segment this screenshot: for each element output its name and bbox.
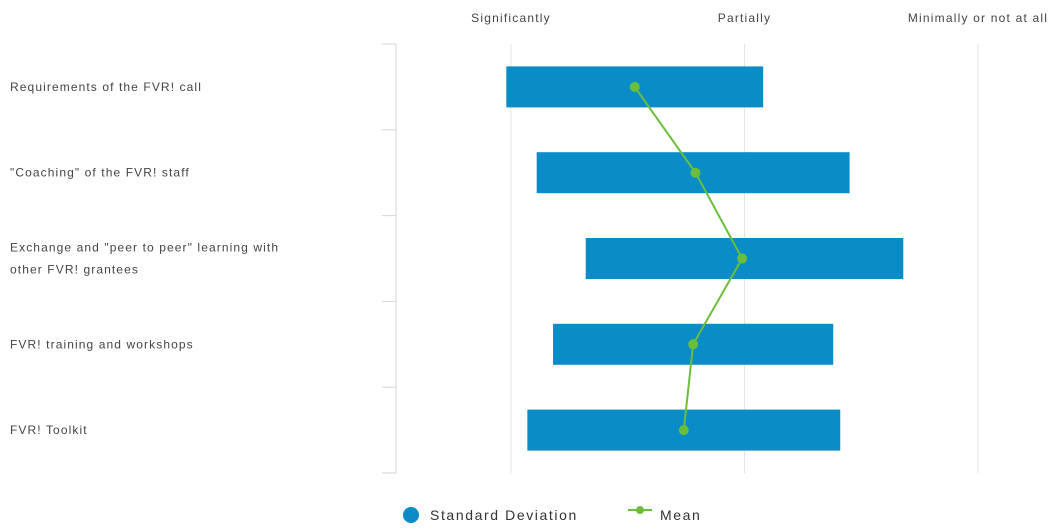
category-label-5: FVR! Toolkit bbox=[10, 423, 88, 437]
mean-point-4 bbox=[688, 339, 699, 350]
x-tick-label-1: Significantly bbox=[471, 11, 551, 25]
legend-sd-marker bbox=[403, 507, 419, 523]
legend-mean-marker bbox=[636, 506, 644, 514]
legend[interactable]: Standard Deviation Mean bbox=[403, 506, 701, 523]
category-label-2: "Coaching" of the FVR! staff bbox=[10, 166, 190, 180]
category-label-3: Exchange and "peer to peer" learning wit… bbox=[10, 241, 279, 277]
x-tick-label-2: Partially bbox=[718, 11, 771, 25]
mean-line bbox=[629, 81, 748, 436]
category-label-4: FVR! training and workshops bbox=[10, 337, 194, 351]
legend-mean-label[interactable]: Mean bbox=[660, 507, 701, 523]
standard-deviation-bars bbox=[506, 66, 904, 451]
x-tick-label-3: Minimally or not at all bbox=[908, 11, 1048, 25]
x-tick-labels: Significantly Partially Minimally or not a… bbox=[471, 11, 1048, 25]
category-labels: Requirements of the FVR! call "Coaching" … bbox=[10, 80, 279, 437]
mean-point-2 bbox=[690, 167, 701, 178]
mean-point-5 bbox=[678, 425, 689, 436]
category-label-1: Requirements of the FVR! call bbox=[10, 80, 202, 94]
mean-point-1 bbox=[629, 81, 640, 92]
mean-point-3 bbox=[737, 253, 748, 264]
legend-sd-label[interactable]: Standard Deviation bbox=[430, 507, 578, 523]
category-axis bbox=[382, 43, 397, 474]
